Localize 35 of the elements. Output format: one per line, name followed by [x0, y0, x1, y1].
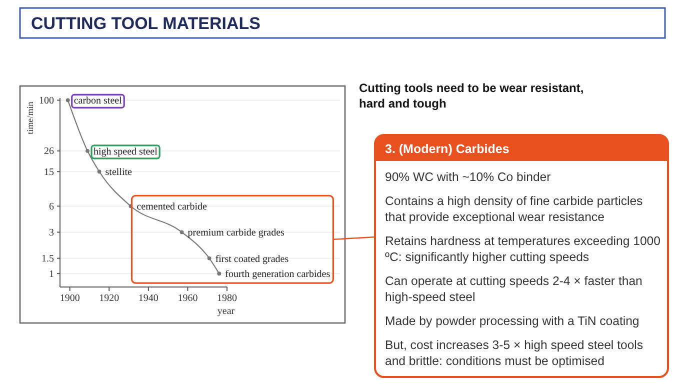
y-tick-label: 1 [49, 268, 54, 280]
text: Retains hardness at temperatures exceeding 1000 ºC: significantly higher cutting speeds [385, 234, 661, 264]
text: 90% WC with ~10% Co binder [385, 170, 551, 184]
y-axis-title: time/min [25, 101, 35, 134]
y-tick-label: 26 [44, 146, 54, 158]
point [97, 170, 102, 174]
x-axis-title: year [217, 306, 236, 317]
text: Cutting tools need to be wear resistant, hard and tough [359, 81, 584, 111]
y-tick-label: 100 [39, 95, 54, 106]
annotation: first coated grades [215, 254, 289, 265]
point [86, 148, 90, 153]
x-tick-label: 1940 [138, 293, 158, 304]
annotation: cemented carbide [136, 202, 208, 213]
text: Contains a high density of fine carbide particles that provide exceptional wear resistance [385, 194, 643, 224]
text: But, cost increases 3-5 × high speed steel tools and brittle: conditions must be optimised [385, 338, 644, 368]
x-tick-label: 1900 [60, 293, 80, 304]
annotation: high speed steel [94, 146, 158, 158]
x-tick-label: 1980 [217, 293, 237, 304]
point [180, 230, 184, 234]
x-tick-label: 1920 [99, 293, 120, 304]
text: Can operate at cutting speeds 2-4 × faster than high-speed steel [385, 274, 643, 304]
point [217, 272, 222, 276]
chart-title: CUTTING TOOL MATERIALS [31, 14, 260, 33]
annotation: fourth generation carbides [225, 269, 330, 280]
annotation: stellite [105, 167, 133, 178]
text: Made by powder processing with a TiN coating [385, 314, 640, 328]
annotation: premium carbide grades [188, 228, 285, 239]
point [207, 256, 212, 260]
y-tick-label: 1.5 [42, 254, 54, 265]
y-tick-label: 15 [44, 166, 54, 178]
y-tick-label: 6 [49, 201, 54, 212]
y-tick-label: 3 [49, 227, 54, 238]
text: 3. (Modern) Carbides [385, 142, 510, 156]
point [66, 98, 70, 102]
x-tick-label: 1960 [178, 293, 198, 304]
